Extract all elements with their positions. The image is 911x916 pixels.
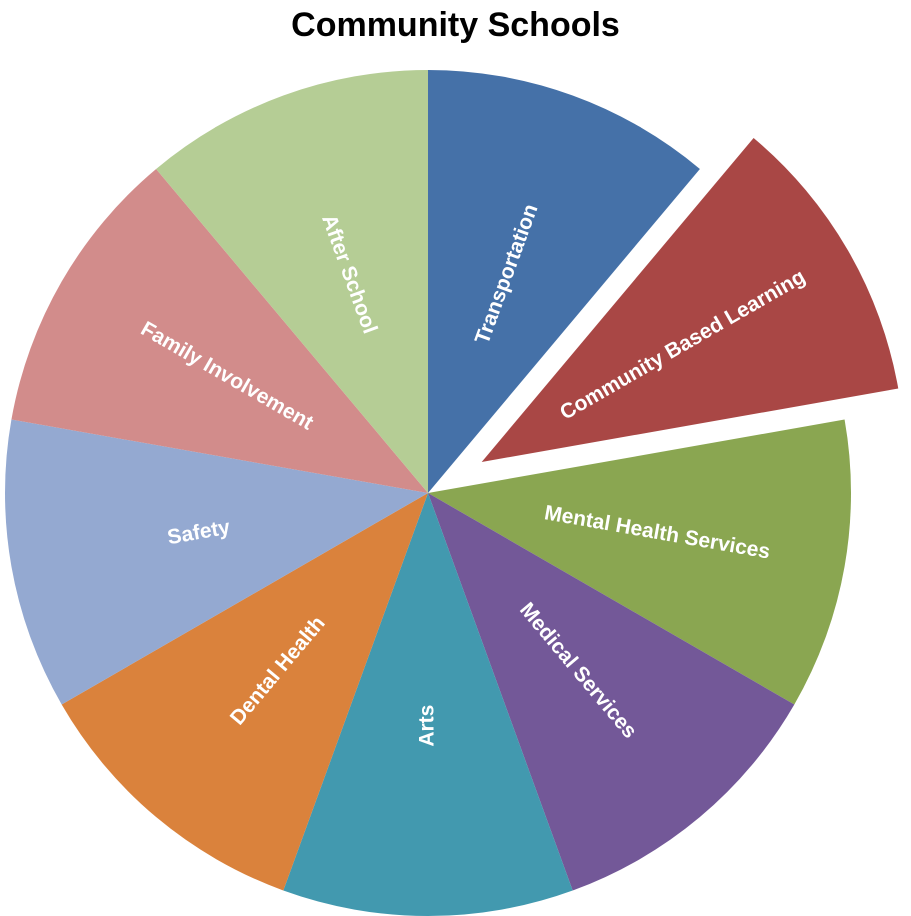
slice-family-involvement xyxy=(11,168,428,493)
chart-title: Community Schools xyxy=(291,6,620,44)
slice-after-school xyxy=(156,70,429,493)
label-arts: Arts xyxy=(416,705,439,747)
slice-arts xyxy=(283,493,573,916)
slice-community-based-learning xyxy=(481,137,899,462)
slice-medical-services xyxy=(428,493,795,891)
pie-slices xyxy=(4,70,899,916)
slice-dental-health xyxy=(61,493,428,891)
slice-safety xyxy=(4,419,428,705)
slice-mental-health-services xyxy=(428,419,851,705)
slice-transportation xyxy=(428,70,700,493)
